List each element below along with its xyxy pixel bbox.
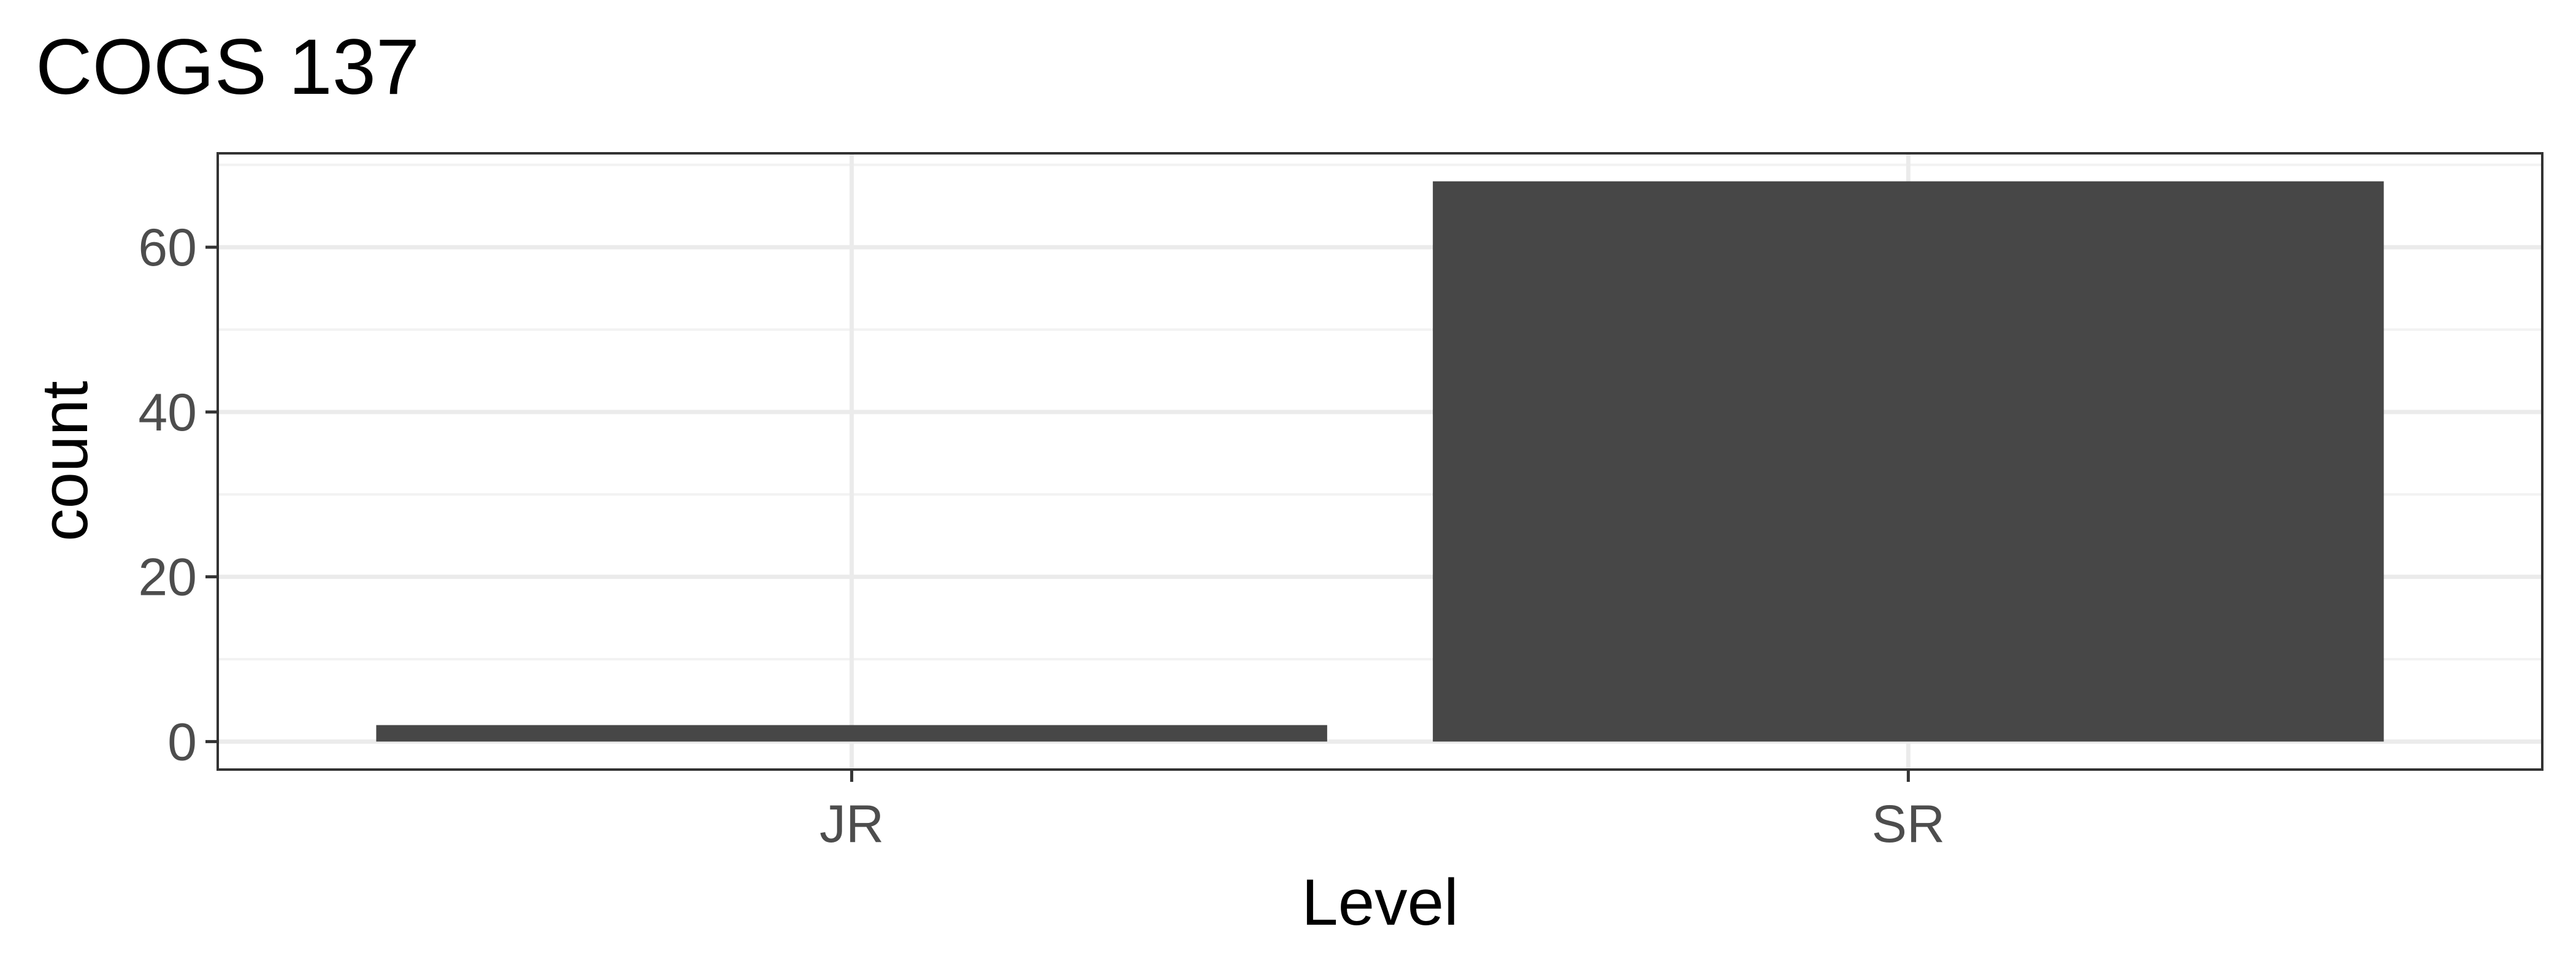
bar-series [376, 181, 2384, 742]
bar-jr [376, 725, 1327, 742]
x-tick-label: SR [1872, 795, 1945, 854]
y-tick-label: 60 [138, 218, 197, 277]
x-axis: JR SR [819, 770, 1945, 854]
bar-sr [1433, 181, 2384, 742]
y-tick-label: 40 [138, 383, 197, 442]
x-tick-label: JR [819, 795, 884, 854]
x-axis-title: Level [1301, 865, 1459, 939]
y-axis: 0 20 40 60 [138, 218, 218, 771]
chart-title: COGS 137 [36, 23, 420, 111]
y-axis-title: count [28, 381, 101, 541]
panel-border [217, 152, 2543, 771]
y-tick-label: 0 [167, 713, 197, 771]
y-tick-label: 20 [138, 548, 197, 607]
